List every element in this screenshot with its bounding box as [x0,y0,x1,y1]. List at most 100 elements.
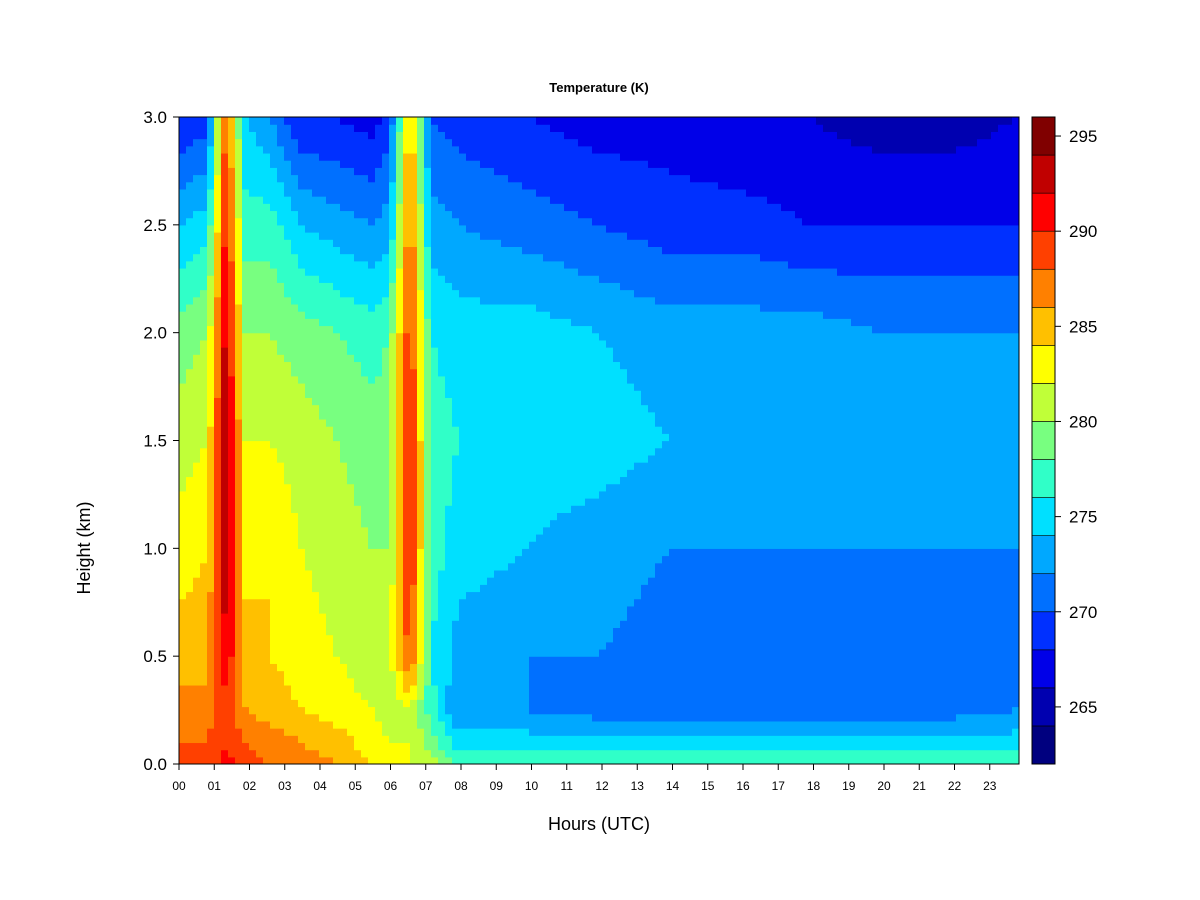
heatmap-cell [473,433,481,442]
heatmap-cell [298,728,306,736]
heatmap-cell [452,533,460,542]
heatmap-cell [368,411,376,420]
heatmap-cell [487,562,495,571]
heatmap-cell [284,160,292,168]
heatmap-cell [550,411,558,420]
heatmap-cell [312,483,320,492]
heatmap-cell [389,498,397,506]
heatmap-cell [501,131,509,140]
heatmap-cell [284,720,292,729]
heatmap-cell [235,167,243,176]
heatmap-cell [473,490,481,499]
heatmap-cell [452,742,460,751]
heatmap-cell [473,713,481,722]
heatmap-cell [305,548,313,557]
heatmap-cell [179,584,187,593]
heatmap-cell [221,267,229,276]
heatmap-cell [501,498,509,506]
heatmap-cell [445,713,453,722]
heatmap-cell [543,196,551,204]
heatmap-cell [382,512,390,521]
heatmap-cell [410,404,418,413]
heatmap-cell [207,749,215,758]
heatmap-cell [228,440,236,449]
heatmap-cell [508,152,516,161]
heatmap-cell [256,347,264,355]
heatmap-cell [529,699,537,708]
heatmap-cell [361,433,369,442]
heatmap-cell [382,275,390,283]
heatmap-cell [256,490,264,499]
heatmap-cell [207,648,215,657]
heatmap-cell [284,613,292,621]
heatmap-cell [494,289,502,298]
heatmap-cell [550,210,558,219]
heatmap-cell [550,188,558,197]
heatmap-cell [347,160,355,168]
heatmap-cell [431,375,439,384]
heatmap-cell [186,620,194,629]
heatmap-cell [494,613,502,621]
heatmap-cell [375,713,383,722]
heatmap-cell [515,339,523,348]
heatmap-cell [480,605,488,614]
heatmap-cell [298,605,306,614]
heatmap-cell [242,390,250,398]
heatmap-cell [382,648,390,657]
heatmap-cell [543,418,551,427]
heatmap-cell [340,289,348,298]
heatmap-cell [298,627,306,636]
heatmap-cell [319,210,327,219]
heatmap-cell [361,447,369,456]
heatmap-cell [480,311,488,319]
heatmap-cell [438,318,446,327]
heatmap-cell [375,490,383,499]
heatmap-cell [193,555,201,564]
heatmap-cell [515,217,523,226]
heatmap-cell [382,569,390,578]
heatmap-cell [494,756,502,764]
heatmap-cell [501,275,509,283]
heatmap-cell [543,462,551,470]
heatmap-cell [543,325,551,334]
heatmap-cell [347,152,355,161]
heatmap-cell [536,188,544,197]
heatmap-cell [438,512,446,521]
heatmap-cell [200,749,208,758]
heatmap-cell [368,692,376,700]
heatmap-cell [368,174,376,183]
heatmap-cell [382,620,390,629]
heatmap-cell [228,505,236,513]
heatmap-cell [564,577,572,585]
heatmap-cell [242,289,250,298]
heatmap-cell [263,275,271,283]
heatmap-cell [459,339,467,348]
heatmap-cell [452,397,460,406]
heatmap-cell [179,390,187,398]
heatmap-cell [354,605,362,614]
heatmap-cell [263,131,271,140]
heatmap-cell [459,584,467,593]
heatmap-cell [249,505,257,513]
heatmap-cell [221,541,229,549]
heatmap-cell [515,347,523,355]
heatmap-cell [256,663,264,672]
heatmap-cell [277,663,285,672]
heatmap-cell [354,311,362,319]
heatmap-cell [347,433,355,442]
heatmap-cell [452,519,460,528]
heatmap-cell [410,742,418,751]
heatmap-cell [543,533,551,542]
heatmap-cell [375,239,383,247]
heatmap-cell [228,210,236,219]
heatmap-cell [396,454,404,463]
heatmap-cell [347,584,355,593]
heatmap-cell [543,756,551,764]
heatmap-cell [431,569,439,578]
heatmap-cell [221,469,229,478]
heatmap-cell [550,720,558,729]
heatmap-cell [431,311,439,319]
heatmap-cell [564,692,572,700]
heatmap-cell [291,548,299,557]
heatmap-cell [494,699,502,708]
